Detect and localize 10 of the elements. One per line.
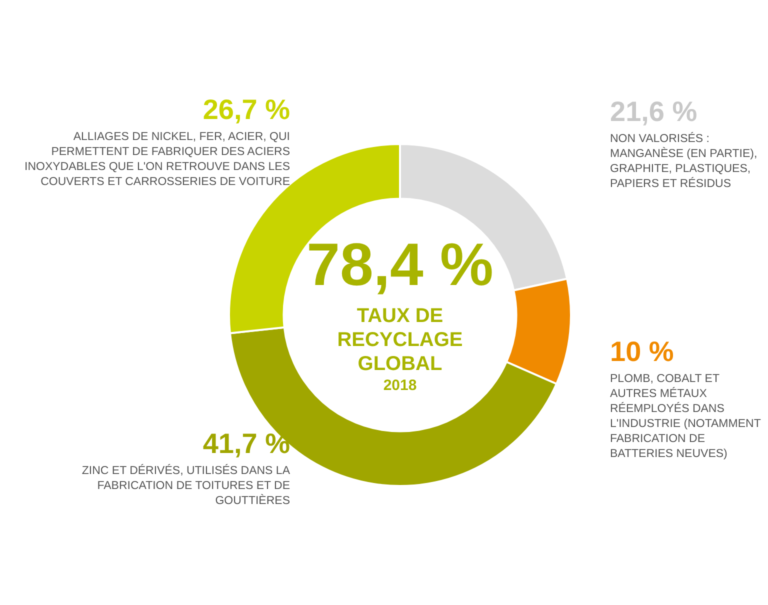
data-label: 26,7 % (202, 94, 290, 126)
text: TAUX DE RECYCLAGE GLOBAL (336, 304, 464, 376)
slice-label: NON VALORISÉS : MANGANÈSE (EN PARTIE), GRAPHITE, PLASTIQUES, PAPIERS ET RÉSIDUS (610, 132, 758, 192)
data-label: 41,7 % (202, 428, 290, 460)
text: 2018 (382, 376, 418, 396)
text: 78,4 % (306, 230, 494, 300)
data-label: 10 % (610, 336, 675, 368)
slice-label: ZINC ET DÉRIVÉS, UTILISÉS DANS LA FABRICATION DE TOITURES ET DE GOUTTIÈRES (80, 464, 290, 509)
slice-label: PLOMB, COBALT ET AUTRES MÉTAUX RÉEMPLOYÉS DANS L'INDUSTRIE (NOTAMMENT FABRICATION DE BATTERIES NEUVES) (610, 372, 762, 462)
slice-label: ALLIAGES DE NICKEL, FER, ACIER, QUI PERMETTENT DE FABRIQUER DES ACIERS INOXYDABLES QUE L'ON RETROUVE DANS LES COUVERTS ET CARROSSERIES DE VOITURE (24, 130, 290, 190)
